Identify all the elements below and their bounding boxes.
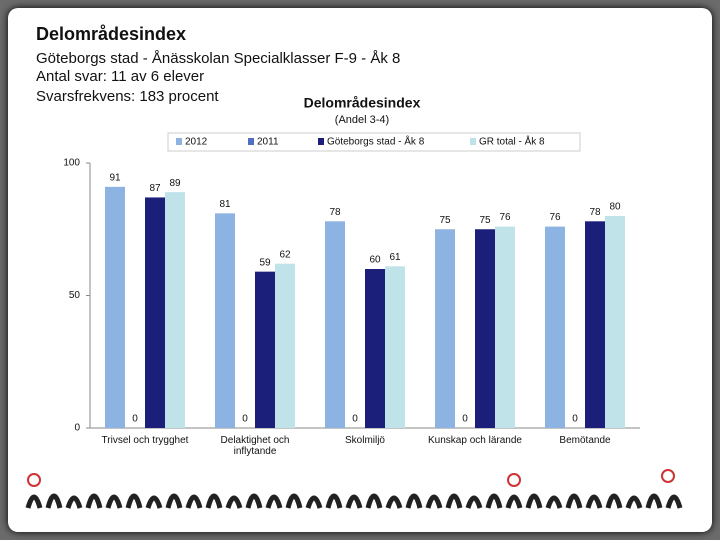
x-tick-label: Delaktighet och inflytande [220,435,290,457]
y-tick-label: 100 [63,158,80,169]
slide-title: Delområdesindex [36,24,187,44]
value-label: 59 [259,257,271,268]
value-label: 0 [242,414,248,425]
value-label: 75 [439,215,451,226]
bar [585,221,605,428]
legend-swatch [248,138,254,145]
value-label: 76 [499,212,511,223]
bar [105,186,125,428]
value-label: 75 [479,215,491,226]
y-tick-label: 0 [74,423,80,434]
value-label: 78 [589,207,601,218]
chart-title: Delområdesindex [304,95,421,111]
bar [145,197,165,428]
legend-swatch [318,138,324,145]
value-label: 0 [132,414,138,425]
value-label: 91 [109,172,121,183]
footer-figures [18,469,702,512]
value-label: 80 [609,202,621,213]
value-label: 76 [549,212,561,223]
value-label: 89 [169,178,181,189]
slide-line: Göteborgs stad - Ånässkolan Specialklass… [36,50,401,67]
x-tick-label: Bemötande [559,435,611,446]
value-label: 60 [369,255,381,266]
legend-label: Göteborgs stad - Åk 8 [327,135,425,148]
x-tick-label: Kunskap och lärande [428,435,522,446]
slide-line: Svarsfrekvens: 183 procent [36,88,219,105]
bar [165,192,185,428]
bar [365,269,385,428]
value-label: 81 [219,199,231,210]
value-label: 78 [329,207,341,218]
value-label: 87 [149,183,161,194]
value-label: 0 [572,414,578,425]
legend-label: 2012 [185,137,208,148]
x-tick-label: Trivsel och trygghet [101,435,189,446]
legend-label: GR total - Åk 8 [479,135,545,148]
bar [545,226,565,428]
legend-box [167,132,581,152]
slide-line: Antal svar: 11 av 6 elever [36,68,205,85]
bar [495,226,515,428]
legend-swatch [470,138,476,145]
bar [325,221,345,428]
y-tick-label: 50 [69,290,81,301]
legend-swatch [176,138,182,145]
bar [275,263,295,428]
legend-label: 2011 [257,137,279,148]
slide: Delområdesindex Göteborgs stad - Ånässko… [8,8,712,532]
value-label: 61 [389,252,401,263]
bar [435,229,455,428]
bar [215,213,235,428]
bar [605,216,625,428]
chart-subtitle: (Andel 3-4) [335,114,389,126]
value-label: 0 [462,414,468,425]
bar [475,229,495,428]
x-tick-label: Skolmiljö [344,435,385,446]
value-label: 0 [352,414,358,425]
bar [255,271,275,428]
value-label: 62 [279,249,291,260]
chart: Delområdesindex (Andel 3-4) 0 50 100 2012 20… [18,95,702,512]
bar [385,266,405,428]
